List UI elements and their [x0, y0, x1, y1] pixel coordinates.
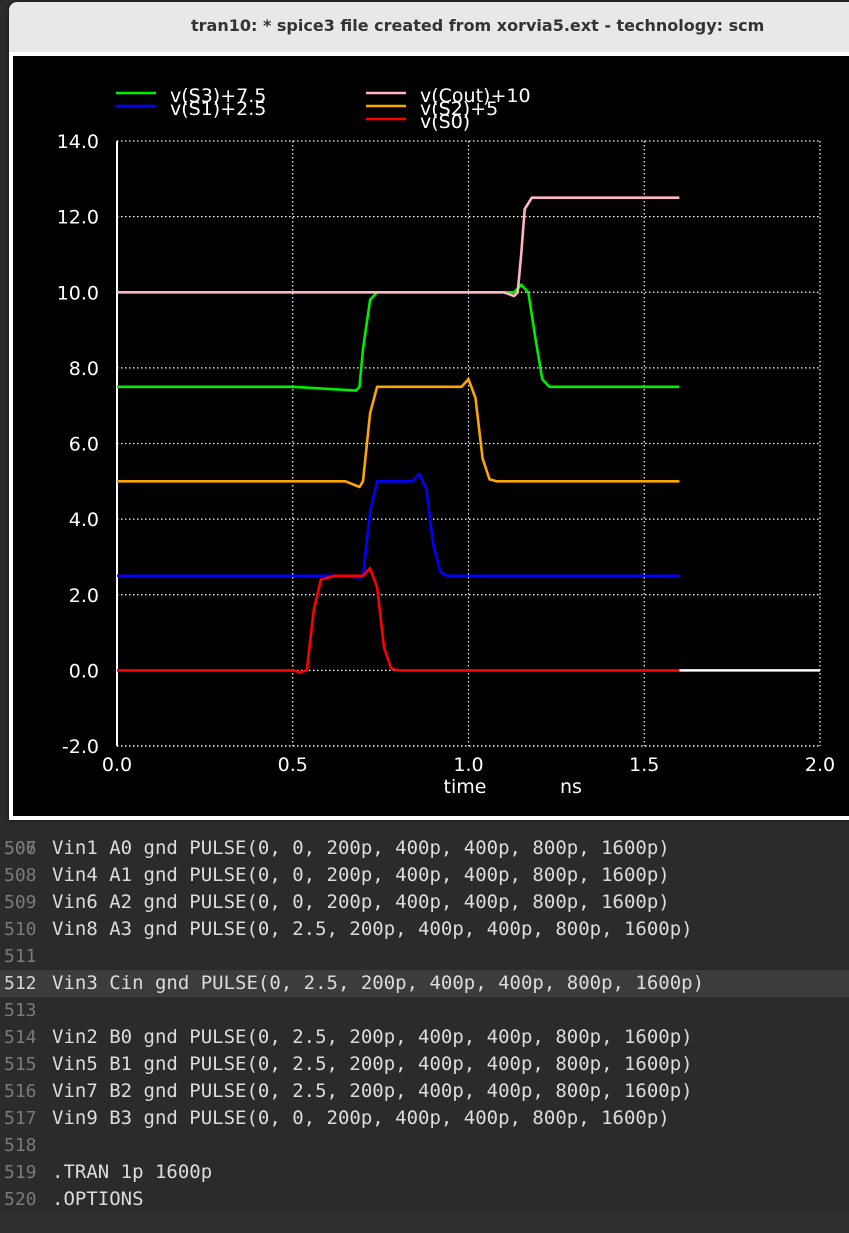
- line-number: 518: [4, 1135, 37, 1156]
- line-code: Vin1 A0 gnd PULSE(0, 0, 200p, 400p, 400p…: [52, 837, 670, 859]
- window-titlebar[interactable]: tran10: * spice3 file created from xorvi…: [9, 2, 849, 52]
- x-tick-label: 1.0: [453, 754, 483, 776]
- window-title: tran10: * spice3 file created from xorvi…: [191, 16, 765, 35]
- editor-line[interactable]: 507 Vin1 A0 gnd PULSE(0, 0, 200p, 400p, 4…: [0, 835, 849, 862]
- y-tick-label: -2.0: [62, 736, 99, 758]
- plot-frame: 14.0 12.0 10.0 8.0 6.0 4.0 2.0 0.0 -2.0 0.0 0.5 1.0…: [9, 52, 849, 820]
- line-number: 520: [4, 1189, 37, 1210]
- editor-line-current[interactable]: 512 Vin3 Cin gnd PULSE(0, 2.5, 200p, 400p…: [0, 970, 849, 997]
- line-code: Vin2 B0 gnd PULSE(0, 2.5, 200p, 400p, 40…: [52, 1026, 693, 1048]
- line-code: Vin9 B3 gnd PULSE(0, 0, 200p, 400p, 400p…: [52, 1107, 670, 1129]
- line-code: Vin4 A1 gnd PULSE(0, 0, 200p, 400p, 400p…: [52, 864, 670, 886]
- line-code: .TRAN 1p 1600p: [52, 1161, 213, 1183]
- editor-line[interactable]: 513: [0, 997, 849, 1024]
- editor-line[interactable]: 514 Vin2 B0 gnd PULSE(0, 2.5, 200p, 400p,…: [0, 1024, 849, 1051]
- waveform-chart: 14.012.010.08.06.04.02.00.0-2.00.0 0.5 1.0…: [57, 85, 835, 798]
- x-tick-label: 0.5: [278, 754, 308, 776]
- legend-label: v(S2)+5: [420, 98, 498, 120]
- y-tick-label: 10.0: [57, 282, 99, 304]
- editor-line[interactable]: 509 Vin6 A2 gnd PULSE(0, 0, 200p, 400p, 4…: [0, 889, 849, 916]
- series-line-4: [117, 566, 680, 674]
- editor-line[interactable]: 516 Vin7 B2 gnd PULSE(0, 2.5, 200p, 400p,…: [0, 1078, 849, 1105]
- series-line-1: [117, 472, 680, 580]
- editor-line[interactable]: 518: [0, 1132, 849, 1159]
- legend-label: v(Cout)+10: [420, 85, 531, 107]
- y-tick-label: 2.0: [69, 585, 99, 607]
- y-tick-label: 4.0: [69, 509, 99, 531]
- y-tick-label: 0.0: [69, 660, 99, 682]
- line-number: 509: [4, 892, 37, 913]
- line-number: 519: [4, 1162, 37, 1183]
- legend-label: v(S3)+7.5: [170, 85, 266, 107]
- line-number: 512: [4, 973, 37, 994]
- legend-label: v(S0): [420, 111, 470, 133]
- editor-line[interactable]: 508 Vin4 A1 gnd PULSE(0, 0, 200p, 400p, 4…: [0, 862, 849, 889]
- editor-line[interactable]: 511: [0, 943, 849, 970]
- line-number: 515: [4, 1054, 37, 1075]
- x-tick-label: 1.5: [629, 754, 659, 776]
- line-code: Vin7 B2 gnd PULSE(0, 2.5, 200p, 400p, 40…: [52, 1080, 693, 1102]
- series-line-3: [117, 377, 680, 489]
- line-number: 507: [4, 838, 37, 859]
- line-number: 517: [4, 1108, 37, 1129]
- series-line-2: [117, 196, 680, 298]
- y-tick-label: 6.0: [69, 434, 99, 456]
- y-tick-label: 8.0: [69, 358, 99, 380]
- line-number: 516: [4, 1081, 37, 1102]
- series-line-0: [117, 283, 680, 392]
- y-tick-label: 12.0: [57, 207, 99, 229]
- x-axis-unit: ns: [560, 776, 582, 798]
- line-number: 514: [4, 1027, 37, 1048]
- plot-window[interactable]: tran10: * spice3 file created from xorvi…: [9, 2, 849, 820]
- plot-area: 14.0 12.0 10.0 8.0 6.0 4.0 2.0 0.0 -2.0 0.0 0.5 1.0…: [13, 56, 849, 816]
- x-tick-label: 2.0: [805, 754, 835, 776]
- line-number: 508: [4, 865, 37, 886]
- line-code: Vin8 A3 gnd PULSE(0, 2.5, 200p, 400p, 40…: [52, 918, 693, 940]
- editor-line[interactable]: 519 .TRAN 1p 1600p: [0, 1159, 849, 1186]
- line-number: 513: [4, 1000, 37, 1021]
- editor-line[interactable]: 517 Vin9 B3 gnd PULSE(0, 0, 200p, 400p, 4…: [0, 1105, 849, 1132]
- y-tick-label: 14.0: [57, 131, 99, 153]
- editor-line[interactable]: 515 Vin5 B1 gnd PULSE(0, 2.5, 200p, 400p,…: [0, 1051, 849, 1078]
- line-number: 510: [4, 919, 37, 940]
- line-number: 506: [4, 838, 37, 859]
- line-code: Vin6 A2 gnd PULSE(0, 0, 200p, 400p, 400p…: [52, 891, 670, 913]
- line-number: 511: [4, 946, 37, 967]
- legend-label: v(S1)+2.5: [170, 98, 266, 120]
- editor-line[interactable]: 520 .OPTIONS: [0, 1186, 849, 1213]
- editor-line[interactable]: 510 Vin8 A3 gnd PULSE(0, 2.5, 200p, 400p,…: [0, 916, 849, 943]
- line-code: Vin5 B1 gnd PULSE(0, 2.5, 200p, 400p, 40…: [52, 1053, 693, 1075]
- line-code: .OPTIONS: [52, 1188, 144, 1210]
- line-code: Vin3 Cin gnd PULSE(0, 2.5, 200p, 400p, 4…: [52, 972, 705, 994]
- x-tick-label: 0.0: [102, 754, 132, 776]
- editor-status-strip: [0, 1213, 849, 1233]
- editor-line-partial: 506: [0, 808, 849, 859]
- x-axis-label: time: [444, 776, 487, 798]
